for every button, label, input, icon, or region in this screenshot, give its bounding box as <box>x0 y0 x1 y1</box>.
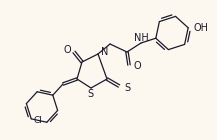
Text: S: S <box>124 83 130 93</box>
Text: N: N <box>101 47 108 57</box>
Text: O: O <box>63 45 71 55</box>
Text: NH: NH <box>134 33 148 43</box>
Text: Cl: Cl <box>34 116 43 125</box>
Text: S: S <box>87 89 93 99</box>
Text: O: O <box>133 61 141 71</box>
Text: OH: OH <box>193 23 208 33</box>
